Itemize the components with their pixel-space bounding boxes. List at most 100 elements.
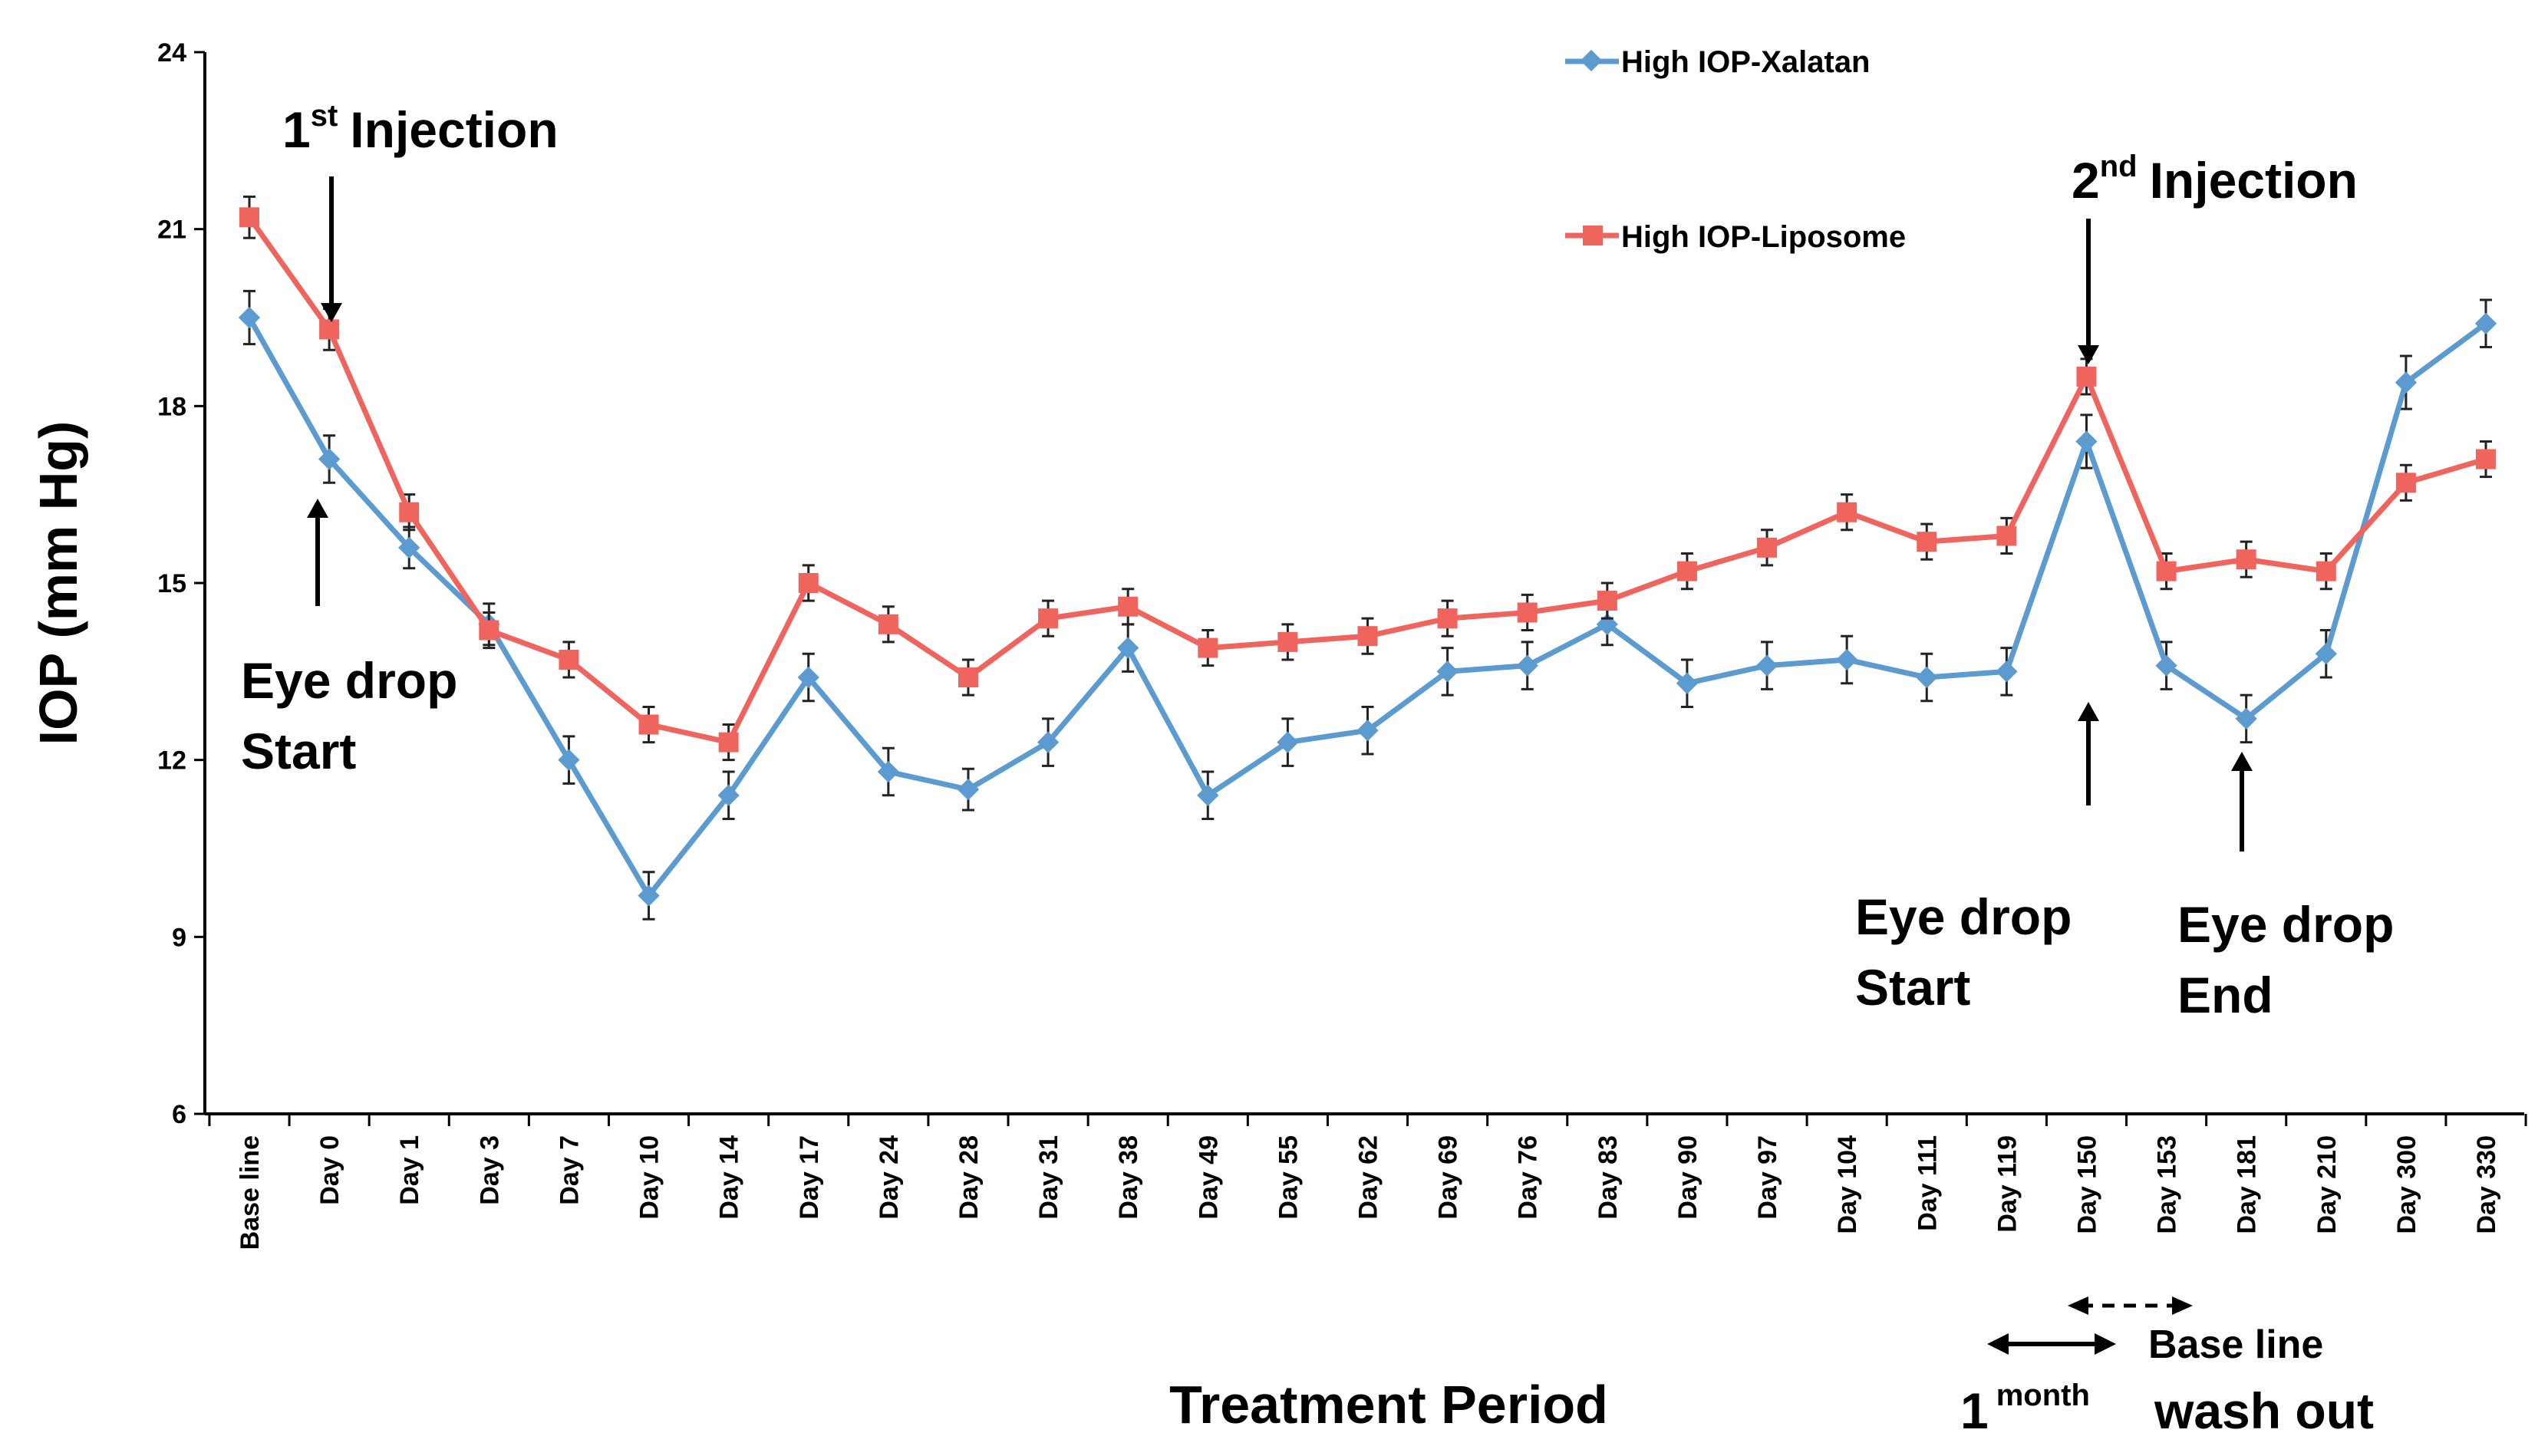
point-xalatan-9: [957, 778, 980, 801]
one-month-arrowhead-right: [2095, 1333, 2116, 1355]
point-liposome-24: [2156, 561, 2177, 581]
base-line-label: Base line: [2148, 1323, 2323, 1367]
eye-drop-end-line1: Eye drop: [2177, 896, 2394, 953]
point-xalatan-25: [2235, 707, 2257, 730]
series-line-liposome: [247, 216, 2487, 746]
y-tick-label-12: 12: [157, 746, 186, 776]
x-tick-label-7: Day 17: [795, 1135, 824, 1220]
eye-drop-start-1-arrowhead: [307, 499, 328, 518]
point-xalatan-23: [2075, 430, 2098, 453]
y-tick-label-15: 15: [157, 569, 186, 598]
y-axis-title: IOP (mm Hg): [28, 421, 88, 746]
eye-drop-end-line2: End: [2177, 967, 2273, 1023]
point-liposome-15: [1437, 608, 1458, 629]
x-tick-label-10: Day 31: [1034, 1135, 1063, 1220]
axes: [203, 52, 2524, 1115]
point-liposome-13: [1277, 631, 1298, 652]
x-tick-label-27: Day 300: [2392, 1135, 2421, 1234]
x-tick-label-20: Day 104: [1833, 1135, 1862, 1234]
legend-item-liposome: High IOP-Liposome: [1565, 220, 1906, 254]
point-xalatan-24: [2155, 654, 2177, 677]
baseline-arrowhead-left: [2068, 1296, 2088, 1315]
annotation-eye-drop-end: Eye drop End: [2177, 752, 2394, 1023]
first-injection-arrowhead: [321, 303, 342, 322]
x-tick-label-16: Day 76: [1514, 1135, 1543, 1220]
x-tick-label-9: Day 28: [954, 1135, 984, 1220]
point-xalatan-8: [877, 760, 899, 783]
eye-drop-end-arrowhead: [2231, 752, 2253, 771]
x-tick-label-3: Day 3: [475, 1135, 504, 1205]
x-tick-label-1: Day 0: [315, 1135, 344, 1205]
series-liposome: [239, 195, 2496, 762]
x-tick-label-5: Day 10: [635, 1135, 664, 1220]
x-tick-label-22: Day 119: [1993, 1135, 2022, 1233]
point-liposome-26: [2316, 561, 2336, 581]
point-liposome-19: [1757, 537, 1778, 558]
point-liposome-16: [1517, 602, 1538, 623]
point-xalatan-10: [1037, 731, 1060, 753]
point-liposome-1: [319, 319, 340, 340]
point-liposome-8: [878, 614, 898, 634]
annotation-washout: Base line 1 month wash out: [1960, 1296, 2374, 1439]
eye-drop-start-2-arrowhead: [2078, 702, 2099, 721]
x-tick-label-24: Day 153: [2153, 1135, 2182, 1234]
point-liposome-18: [1676, 561, 1697, 581]
series-line-xalatan: [246, 316, 2488, 899]
point-liposome-7: [798, 573, 819, 593]
point-liposome-25: [2236, 549, 2256, 570]
point-xalatan-11: [1117, 637, 1139, 659]
second-injection-label: 2nd Injection: [2072, 150, 2358, 209]
point-liposome-10: [1038, 608, 1059, 629]
y-tick-label-6: 6: [172, 1100, 186, 1129]
y-ticks: 6 9 12 15 18 21 24: [157, 38, 205, 1129]
point-liposome-20: [1837, 502, 1857, 522]
point-liposome-6: [718, 732, 739, 753]
x-tick-label-18: Day 90: [1673, 1135, 1703, 1220]
point-xalatan-19: [1755, 654, 1778, 677]
point-xalatan-13: [1277, 731, 1299, 753]
point-liposome-17: [1597, 591, 1617, 611]
x-tick-label-11: Day 38: [1114, 1135, 1143, 1220]
eye-drop-start-2-line2: Start: [1855, 959, 1970, 1016]
point-xalatan-1: [318, 448, 341, 470]
legend-label-xalatan: High IOP-Xalatan: [1621, 45, 1871, 79]
annotation-eye-drop-start-2: Eye drop Start: [1855, 702, 2099, 1016]
series-layer: [238, 195, 2497, 921]
x-tick-label-2: Day 1: [395, 1135, 424, 1205]
point-xalatan-20: [1836, 648, 1858, 671]
point-liposome-21: [1917, 532, 1937, 552]
point-liposome-23: [2076, 366, 2097, 387]
x-tick-label-12: Day 49: [1194, 1135, 1223, 1220]
x-tick-label-26: Day 210: [2312, 1135, 2342, 1234]
point-liposome-11: [1118, 596, 1139, 617]
x-tick-label-13: Day 55: [1274, 1135, 1303, 1220]
one-month-label: 1 month: [1960, 1379, 2090, 1439]
point-xalatan-26: [2315, 643, 2337, 665]
x-tick-label-0: Base line: [236, 1135, 265, 1250]
point-xalatan-4: [558, 749, 580, 771]
point-liposome-14: [1357, 626, 1378, 647]
point-xalatan-14: [1356, 720, 1379, 742]
annotation-second-injection: 2nd Injection: [2072, 150, 2358, 364]
point-liposome-5: [638, 714, 659, 735]
point-xalatan-18: [1676, 672, 1699, 694]
x-tick-label-21: Day 111: [1913, 1135, 1942, 1231]
point-xalatan-2: [398, 536, 420, 559]
legend: High IOP-Xalatan High IOP-Liposome: [1565, 45, 1906, 254]
x-tick-label-28: Day 330: [2472, 1135, 2501, 1234]
annotation-first-injection: 1st Injection: [282, 99, 559, 322]
point-xalatan-7: [797, 666, 819, 689]
point-liposome-9: [958, 667, 978, 688]
point-xalatan-16: [1516, 654, 1538, 677]
point-liposome-22: [1996, 525, 2017, 546]
legend-label-liposome: High IOP-Liposome: [1621, 220, 1906, 254]
point-xalatan-15: [1436, 660, 1459, 683]
one-month-arrowhead-left: [1987, 1333, 2009, 1355]
y-tick-label-24: 24: [157, 38, 186, 68]
y-tick-label-18: 18: [157, 392, 186, 421]
point-liposome-12: [1198, 637, 1218, 658]
x-tick-label-6: Day 14: [715, 1135, 744, 1220]
second-injection-arrowhead: [2078, 345, 2099, 364]
point-liposome-0: [239, 207, 259, 228]
eye-drop-start-1-line1: Eye drop: [241, 652, 457, 709]
